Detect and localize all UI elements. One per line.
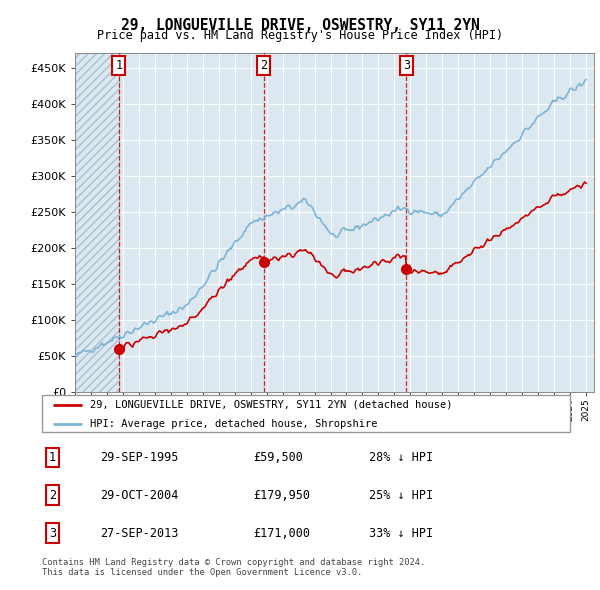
Text: 33% ↓ HPI: 33% ↓ HPI (370, 527, 433, 540)
Text: Contains HM Land Registry data © Crown copyright and database right 2024.
This d: Contains HM Land Registry data © Crown c… (42, 558, 425, 577)
Text: 29-OCT-2004: 29-OCT-2004 (100, 489, 178, 502)
Text: 3: 3 (403, 59, 410, 72)
Text: 1: 1 (49, 451, 56, 464)
Text: 29-SEP-1995: 29-SEP-1995 (100, 451, 178, 464)
Text: 25% ↓ HPI: 25% ↓ HPI (370, 489, 433, 502)
Text: £179,950: £179,950 (253, 489, 310, 502)
FancyBboxPatch shape (42, 395, 570, 432)
Text: 29, LONGUEVILLE DRIVE, OSWESTRY, SY11 2YN (detached house): 29, LONGUEVILLE DRIVE, OSWESTRY, SY11 2Y… (89, 400, 452, 409)
Text: £171,000: £171,000 (253, 527, 310, 540)
Text: 28% ↓ HPI: 28% ↓ HPI (370, 451, 433, 464)
Text: HPI: Average price, detached house, Shropshire: HPI: Average price, detached house, Shro… (89, 419, 377, 429)
Text: 27-SEP-2013: 27-SEP-2013 (100, 527, 178, 540)
Text: 2: 2 (49, 489, 56, 502)
Text: 29, LONGUEVILLE DRIVE, OSWESTRY, SY11 2YN: 29, LONGUEVILLE DRIVE, OSWESTRY, SY11 2Y… (121, 18, 479, 32)
Text: 1: 1 (115, 59, 122, 72)
Text: 2: 2 (260, 59, 268, 72)
Text: £59,500: £59,500 (253, 451, 303, 464)
Text: 3: 3 (49, 527, 56, 540)
Text: Price paid vs. HM Land Registry's House Price Index (HPI): Price paid vs. HM Land Registry's House … (97, 30, 503, 42)
